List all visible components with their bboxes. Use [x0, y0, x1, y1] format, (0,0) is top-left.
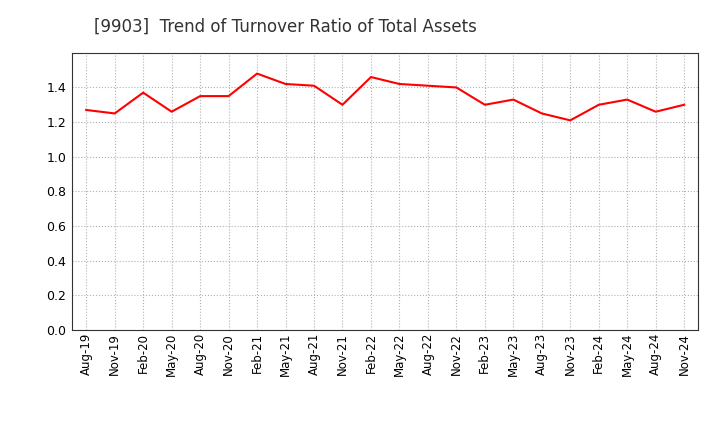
- Text: [9903]  Trend of Turnover Ratio of Total Assets: [9903] Trend of Turnover Ratio of Total …: [94, 18, 477, 36]
